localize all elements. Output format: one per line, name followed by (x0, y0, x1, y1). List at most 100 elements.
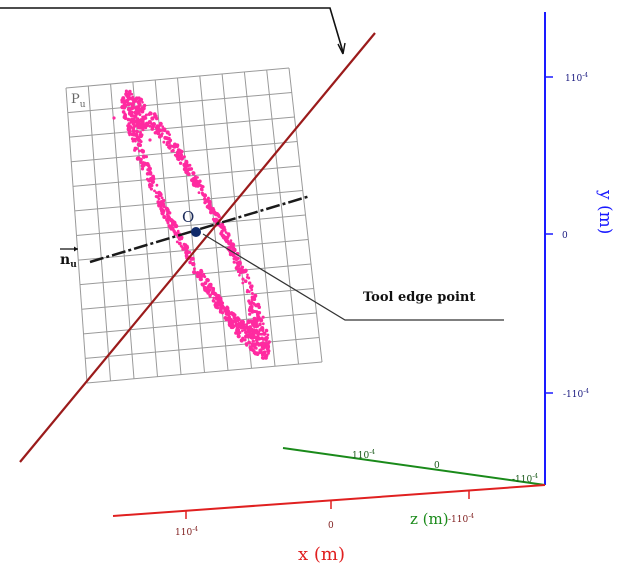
cloud-point (145, 172, 150, 176)
cloud-point (253, 335, 257, 339)
cloud-point (162, 205, 166, 209)
cloud-point (262, 331, 267, 336)
cloud-point (145, 162, 150, 167)
grid-line (76, 214, 306, 236)
cloud-point (256, 324, 260, 328)
cloud-point (265, 345, 270, 350)
cloud-point (252, 297, 257, 302)
cloud-point (176, 155, 180, 159)
cloud-point (248, 312, 252, 316)
cloud-point (160, 200, 165, 204)
cloud-point (186, 172, 191, 177)
cloud-point (125, 100, 129, 104)
cloud-point (208, 295, 212, 298)
cloud-point (161, 127, 166, 132)
cloud-point (128, 89, 132, 94)
cloud-point (208, 282, 213, 287)
cloud-point (205, 204, 210, 209)
cloud-point (230, 325, 235, 330)
cloud-point (128, 110, 132, 114)
svg-text:nu: nu (60, 252, 77, 270)
cloud-point (238, 261, 242, 266)
cloud-point (139, 118, 143, 121)
cloud-point (120, 100, 124, 104)
cloud-point (201, 185, 205, 189)
cloud-point (229, 243, 233, 247)
cloud-point (185, 167, 188, 171)
cloud-point (171, 148, 175, 153)
cloud-point (255, 330, 259, 334)
cloud-point (214, 217, 219, 222)
cloud-point (153, 131, 157, 135)
cloud-point (198, 179, 202, 184)
cloud-point (203, 281, 208, 285)
cloud-point (166, 209, 171, 214)
cloud-point (131, 95, 135, 99)
cloud-point (166, 221, 170, 225)
cloud-point (267, 352, 270, 355)
cloud-point (162, 215, 167, 219)
cloud-point (154, 195, 158, 198)
cloud-point (214, 304, 219, 309)
cloud-point (249, 319, 253, 323)
normal-vector-arrowhead-icon (74, 246, 78, 252)
cloud-point (212, 296, 215, 300)
cloud-point (266, 333, 270, 337)
z-tick-label-left: 110-4 (352, 449, 375, 461)
cloud-point (150, 179, 155, 184)
cloud-point (136, 142, 142, 147)
cloud-point (263, 354, 268, 359)
cloud-point (123, 103, 128, 108)
normal-label: nu (60, 246, 78, 270)
cloud-point (243, 328, 247, 332)
cloud-point (248, 345, 253, 350)
cloud-point (210, 290, 216, 295)
cloud-point (150, 116, 155, 121)
cloud-point (215, 301, 219, 305)
cloud-point (148, 138, 152, 142)
cloud-point (225, 307, 230, 312)
cloud-point (212, 208, 216, 212)
cloud-point (121, 96, 125, 100)
cloud-point (224, 231, 228, 234)
cloud-point (145, 177, 149, 181)
cloud-point (165, 142, 169, 147)
y-tick-label-mid: 0 (562, 231, 568, 241)
tool-edge-leader (202, 233, 504, 321)
cloud-point (173, 231, 178, 236)
cloud-point (248, 301, 252, 305)
cloud-point (195, 274, 200, 279)
cloud-point (241, 329, 244, 333)
cloud-point (259, 349, 263, 353)
cloud-point (199, 184, 203, 187)
cloud-point (184, 251, 189, 256)
grid-line (74, 190, 303, 212)
cloud-point (144, 123, 149, 128)
cloud-point (252, 302, 256, 306)
cloud-point (219, 310, 222, 314)
cloud-point (148, 120, 152, 125)
cloud-point (254, 346, 258, 350)
cloud-point (238, 271, 242, 275)
cloud-point (156, 200, 160, 204)
cloud-point (215, 294, 219, 298)
cloud-point (260, 356, 265, 360)
cloud-point (168, 138, 173, 143)
cloud-point (131, 105, 136, 110)
cloud-point (135, 129, 140, 134)
cloud-point (200, 282, 205, 287)
cloud-point (236, 319, 240, 323)
grid-line (86, 361, 323, 384)
cloud-point (179, 153, 184, 157)
cloud-point (198, 271, 202, 276)
cloud-point (195, 183, 200, 188)
cloud-point (229, 311, 234, 316)
cloud-point (253, 320, 257, 324)
cloud-point (126, 117, 131, 122)
cloud-point (179, 149, 183, 153)
cloud-point (146, 168, 150, 172)
cloud-point (173, 142, 177, 147)
cloud-point (161, 209, 166, 213)
cloud-point (184, 159, 189, 164)
cloud-point (236, 270, 240, 274)
